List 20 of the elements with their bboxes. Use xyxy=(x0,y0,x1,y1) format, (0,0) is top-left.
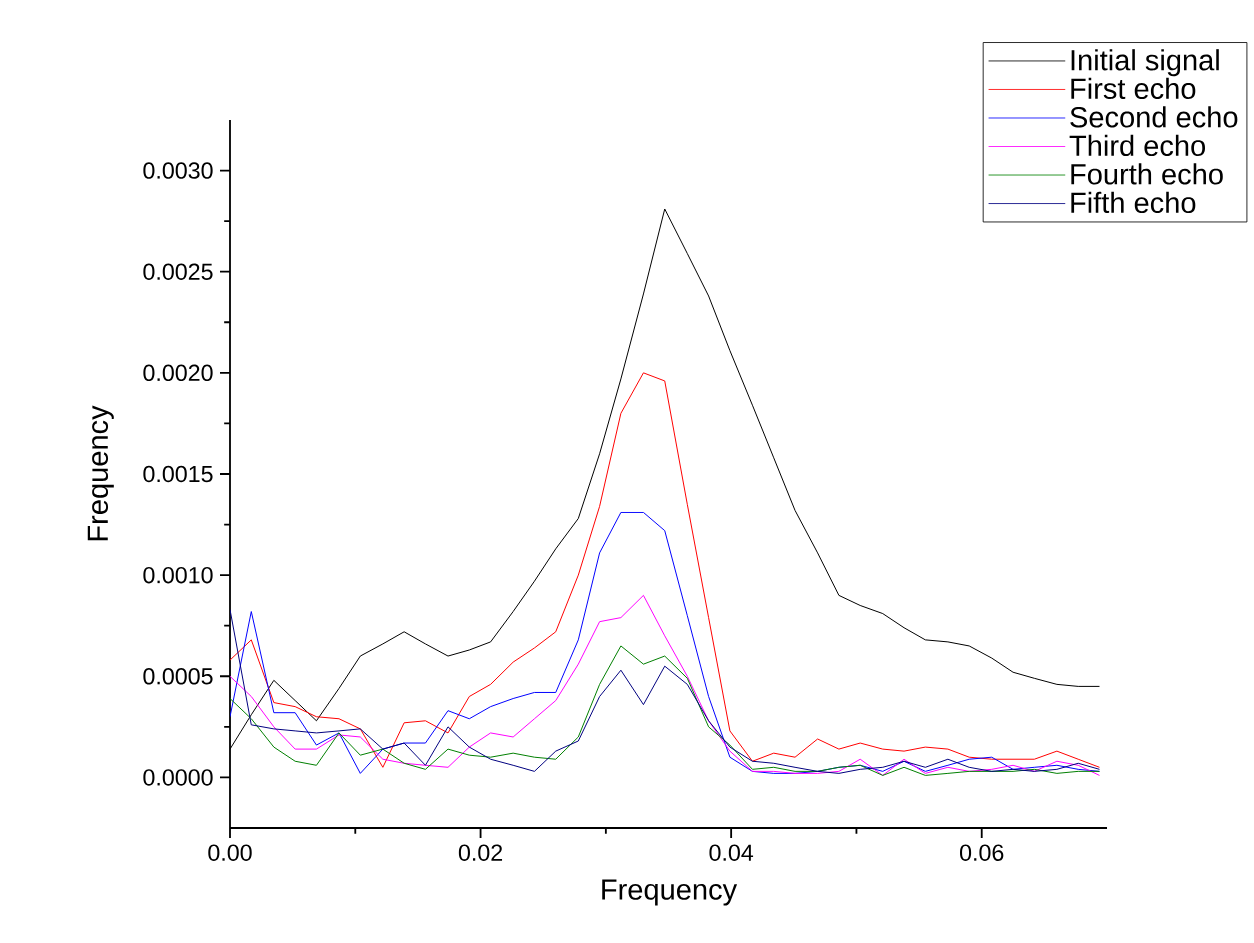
y-axis-title: Frequency xyxy=(87,405,114,541)
legend-label: Third echo xyxy=(1069,134,1206,157)
legend-label: Initial signal xyxy=(1071,49,1219,77)
legend-label: Fourth echo xyxy=(1071,163,1223,185)
x-tick-label: 0.06 xyxy=(960,844,1004,861)
y-tick-label: 0.0015 xyxy=(143,465,213,483)
legend-label: First echo xyxy=(1071,77,1196,100)
y-tick-label: 0.0030 xyxy=(143,162,213,179)
x-tick-label: 0.04 xyxy=(709,844,754,861)
y-tick-label: 0.0020 xyxy=(143,364,213,382)
x-axis-title: Frequency xyxy=(602,879,738,906)
legend-label: Fifth echo xyxy=(1071,191,1196,214)
y-tick-label: 0.0010 xyxy=(143,566,213,584)
y-tick-label: 0.0005 xyxy=(143,668,213,685)
x-tick-label: 0.02 xyxy=(458,844,503,861)
x-tick-label: 0.00 xyxy=(208,844,252,861)
y-tick-label: 0.0000 xyxy=(143,769,213,786)
line-series xyxy=(230,511,1100,774)
legend-label: Second echo xyxy=(1070,106,1238,128)
y-tick-label: 0.0025 xyxy=(143,263,213,280)
